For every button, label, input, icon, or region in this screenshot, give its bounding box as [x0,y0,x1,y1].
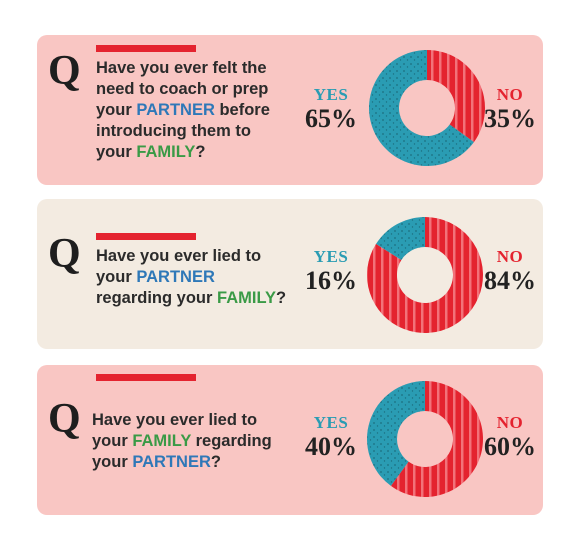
yes-slice [367,381,425,486]
donut-chart [369,50,485,166]
yes-slice [376,217,425,260]
no-slice [390,381,483,497]
partner-highlight: PARTNER [136,101,215,119]
q-mark: Q [48,48,81,94]
no-slice [427,50,485,143]
accent-bar [96,233,196,240]
yes-slice [369,50,474,166]
family-highlight: FAMILY [217,289,277,307]
question-text: Have you ever lied to your FAMILY regard… [92,411,272,471]
partner-highlight: PARTNER [136,268,215,286]
no-label: NO 60% [484,413,536,461]
accent-bar [96,45,196,52]
no-slice [367,217,483,333]
donut-chart [367,381,483,497]
yes-label: YES 40% [305,413,357,461]
q-mark: Q [48,231,81,277]
question-text: Have you ever lied to your PARTNER regar… [96,247,287,307]
question-card-3: Q Have you ever lied to your FAMILY rega… [37,365,543,515]
question-text: Have you ever felt the need to coach or … [96,59,270,161]
q-mark: Q [48,396,81,442]
partner-highlight: PARTNER [132,453,211,471]
family-highlight: FAMILY [136,143,196,161]
donut-chart [367,217,483,333]
no-label: NO 35% [484,85,536,133]
accent-bar [96,374,196,381]
family-highlight: FAMILY [132,432,192,450]
no-label: NO 84% [484,247,536,295]
yes-label: YES 16% [305,247,357,295]
question-card-1: Q Have you ever felt the need to coach o… [37,35,543,185]
yes-label: YES 65% [305,85,357,133]
question-card-2: Q Have you ever lied to your PARTNER reg… [37,199,543,349]
